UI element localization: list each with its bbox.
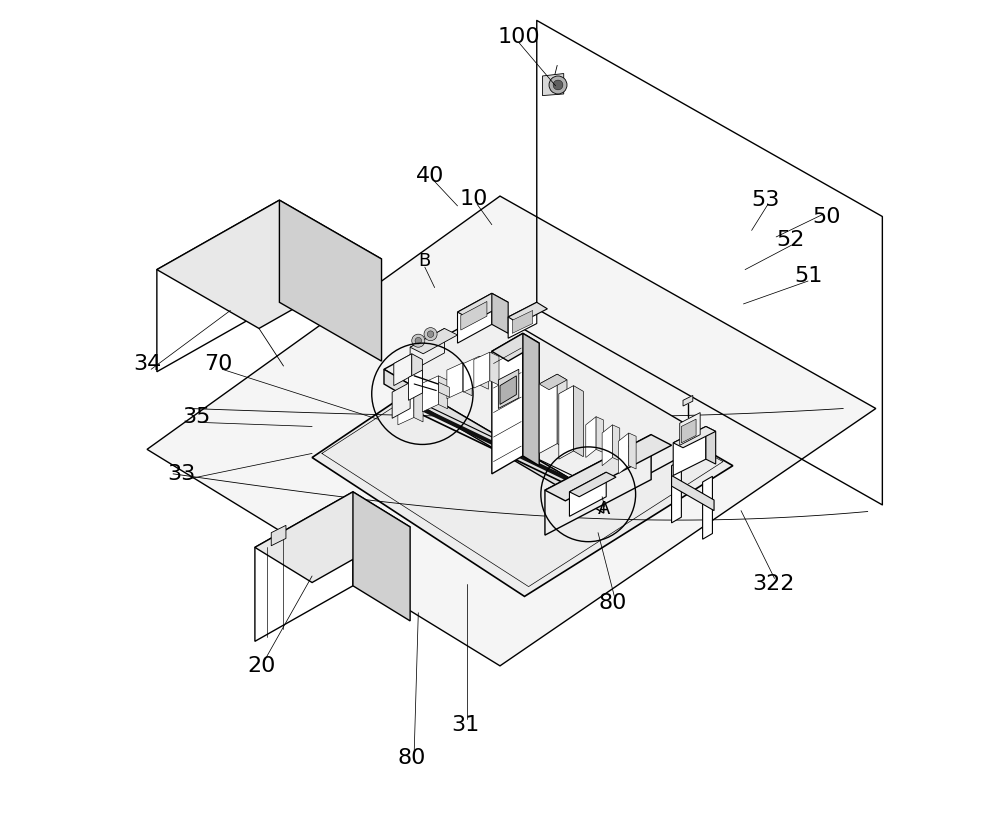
Circle shape <box>553 80 563 90</box>
Polygon shape <box>414 389 423 422</box>
Text: B: B <box>419 252 431 270</box>
Polygon shape <box>458 293 508 321</box>
Polygon shape <box>490 352 499 385</box>
Text: 51: 51 <box>795 266 823 286</box>
Polygon shape <box>492 293 508 333</box>
Polygon shape <box>508 302 537 338</box>
Polygon shape <box>479 356 488 389</box>
Polygon shape <box>422 376 438 412</box>
Polygon shape <box>569 472 606 516</box>
Polygon shape <box>384 369 604 513</box>
Polygon shape <box>392 382 410 418</box>
Polygon shape <box>681 419 696 443</box>
Polygon shape <box>508 302 547 324</box>
Polygon shape <box>539 374 567 390</box>
Text: 10: 10 <box>460 189 488 208</box>
Text: 50: 50 <box>813 207 841 226</box>
Polygon shape <box>438 376 448 408</box>
Polygon shape <box>410 328 444 372</box>
Polygon shape <box>447 363 463 399</box>
Polygon shape <box>412 354 422 382</box>
Polygon shape <box>439 382 449 397</box>
Text: 20: 20 <box>247 656 276 676</box>
Polygon shape <box>394 354 412 386</box>
Polygon shape <box>569 472 616 497</box>
Polygon shape <box>574 386 583 457</box>
Polygon shape <box>703 476 712 539</box>
Text: 100: 100 <box>497 27 540 47</box>
Polygon shape <box>596 417 603 453</box>
Circle shape <box>549 76 567 94</box>
Polygon shape <box>512 310 533 333</box>
Polygon shape <box>683 395 693 406</box>
Polygon shape <box>672 460 681 523</box>
Polygon shape <box>398 389 414 425</box>
Polygon shape <box>557 374 567 449</box>
Polygon shape <box>612 425 620 461</box>
Polygon shape <box>602 425 612 466</box>
Text: 31: 31 <box>452 716 480 735</box>
Text: 322: 322 <box>753 574 795 594</box>
Text: A: A <box>598 500 610 518</box>
Polygon shape <box>492 333 539 361</box>
Polygon shape <box>255 492 410 583</box>
Polygon shape <box>629 433 636 469</box>
Circle shape <box>427 331 434 337</box>
Polygon shape <box>706 426 716 464</box>
Polygon shape <box>523 333 539 466</box>
Text: 35: 35 <box>182 407 210 426</box>
Text: 70: 70 <box>204 354 232 373</box>
Polygon shape <box>271 525 286 546</box>
Polygon shape <box>147 196 876 666</box>
Polygon shape <box>673 426 706 475</box>
Polygon shape <box>255 492 353 641</box>
Text: 80: 80 <box>599 593 627 613</box>
Polygon shape <box>408 370 422 400</box>
Polygon shape <box>680 413 700 445</box>
Polygon shape <box>673 426 716 448</box>
Text: 52: 52 <box>776 230 804 250</box>
Circle shape <box>412 334 425 347</box>
Polygon shape <box>157 200 279 372</box>
Circle shape <box>424 328 437 341</box>
Polygon shape <box>498 369 519 408</box>
Text: 34: 34 <box>133 354 161 373</box>
Polygon shape <box>463 363 472 395</box>
Polygon shape <box>542 74 564 96</box>
Polygon shape <box>312 331 733 596</box>
Text: 53: 53 <box>751 190 780 210</box>
Polygon shape <box>545 435 651 535</box>
Polygon shape <box>492 333 523 474</box>
Text: 80: 80 <box>398 748 426 768</box>
Text: 40: 40 <box>416 166 445 185</box>
Polygon shape <box>672 475 714 511</box>
Polygon shape <box>353 492 410 621</box>
Polygon shape <box>559 386 574 459</box>
Polygon shape <box>618 433 629 474</box>
Polygon shape <box>500 376 516 404</box>
Polygon shape <box>545 435 672 501</box>
Polygon shape <box>458 293 492 343</box>
Polygon shape <box>157 200 382 328</box>
Polygon shape <box>586 417 596 458</box>
Polygon shape <box>279 200 382 361</box>
Polygon shape <box>539 374 557 453</box>
Polygon shape <box>384 310 712 498</box>
Polygon shape <box>474 352 490 388</box>
Polygon shape <box>410 328 458 354</box>
Polygon shape <box>461 301 487 330</box>
Circle shape <box>415 337 422 344</box>
Text: 33: 33 <box>167 464 195 484</box>
Polygon shape <box>463 356 479 392</box>
